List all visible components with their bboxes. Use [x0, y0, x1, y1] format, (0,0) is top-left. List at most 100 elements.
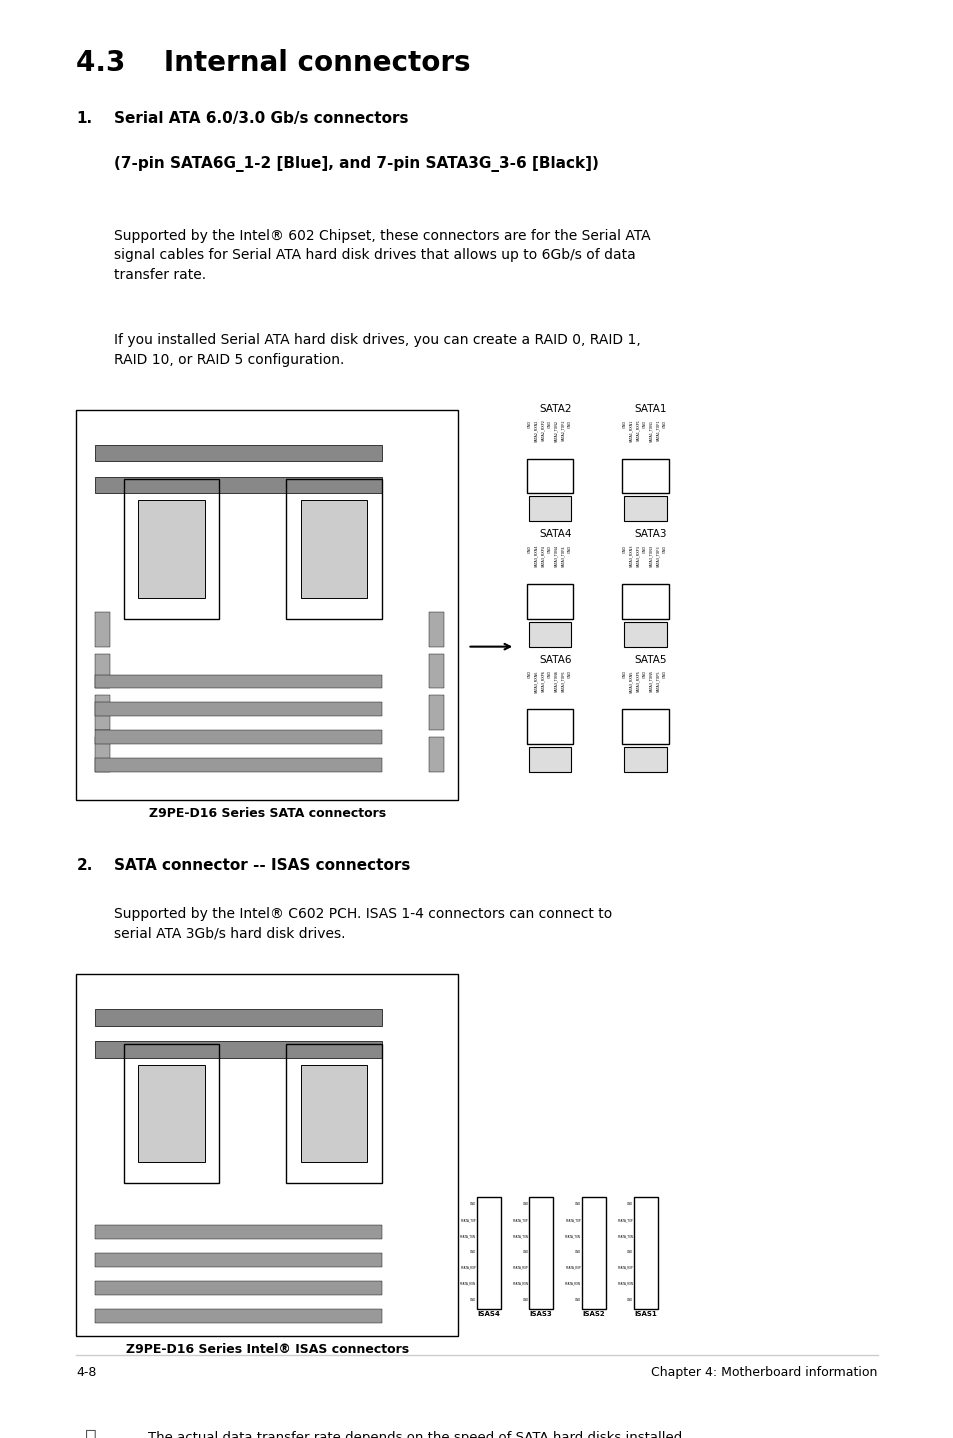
Text: GND: GND	[567, 420, 571, 427]
Text: SATA3_TXN3: SATA3_TXN3	[649, 545, 653, 567]
Text: SATA2_RXN2: SATA2_RXN2	[534, 420, 537, 441]
Text: Serial ATA 6.0/3.0 Gb/s connectors: Serial ATA 6.0/3.0 Gb/s connectors	[114, 112, 409, 127]
Text: GND: GND	[575, 1250, 580, 1254]
Text: 2.: 2.	[76, 858, 92, 873]
Text: 4.3    Internal connectors: 4.3 Internal connectors	[76, 49, 471, 76]
Bar	[528, 621, 571, 647]
Text: GND: GND	[662, 420, 666, 427]
Text: SATA3_TXN4: SATA3_TXN4	[554, 545, 558, 567]
Bar	[526, 584, 573, 618]
Text: SATA3_TXN5: SATA3_TXN5	[649, 670, 653, 693]
Text: ISAS4: ISAS4	[476, 1311, 499, 1317]
Text: ISAS2: ISAS2	[581, 1311, 604, 1317]
Bar	[138, 1064, 205, 1162]
Text: RSATA_TXN: RSATA_TXN	[459, 1234, 476, 1238]
Text: SATA2_TXN2: SATA2_TXN2	[554, 420, 558, 441]
Bar	[623, 496, 666, 521]
Bar	[528, 746, 571, 772]
Text: SATA3_TXP6: SATA3_TXP6	[560, 670, 564, 692]
Text: 1.: 1.	[76, 112, 92, 127]
Text: GND: GND	[547, 545, 551, 554]
Text: SATA connector -- ISAS connectors: SATA connector -- ISAS connectors	[114, 858, 411, 873]
Text: GND: GND	[622, 545, 626, 554]
Bar	[95, 696, 110, 731]
Bar	[286, 479, 381, 618]
Text: SATA3_TXN6: SATA3_TXN6	[554, 670, 558, 693]
Text: SATA1_RXP1: SATA1_RXP1	[636, 420, 639, 441]
Text: RSATA_TXN: RSATA_TXN	[512, 1234, 528, 1238]
Text: SATA6: SATA6	[538, 654, 571, 664]
Bar	[623, 621, 666, 647]
Bar	[286, 1044, 381, 1183]
Bar	[429, 654, 443, 689]
Text: GND: GND	[662, 545, 666, 554]
Text: RSATA_RXN: RSATA_RXN	[512, 1281, 528, 1286]
Bar	[429, 696, 443, 731]
Bar	[95, 611, 110, 647]
Bar	[95, 1009, 381, 1025]
Bar	[95, 1041, 381, 1058]
Text: Chapter 4: Motherboard information: Chapter 4: Motherboard information	[651, 1366, 877, 1379]
Bar	[95, 1225, 381, 1240]
Bar	[95, 674, 381, 689]
Bar	[526, 459, 573, 493]
Text: GND: GND	[575, 1202, 580, 1206]
Bar	[95, 444, 381, 462]
Text: GND: GND	[522, 1297, 528, 1301]
Bar	[95, 476, 381, 493]
Text: ASUS
Z9PE-D16: ASUS Z9PE-D16	[181, 539, 191, 559]
Text: RSATA_RXP: RSATA_RXP	[618, 1265, 633, 1270]
Bar	[95, 654, 110, 689]
Text: SATA1_RXN1: SATA1_RXN1	[629, 420, 633, 441]
Text: GND: GND	[575, 1297, 580, 1301]
Text: GND: GND	[470, 1202, 476, 1206]
Text: ASUS
Z9PE-D16: ASUS Z9PE-D16	[181, 1103, 191, 1123]
Text: SATA1_TXP1: SATA1_TXP1	[656, 420, 659, 441]
Bar	[581, 1196, 605, 1309]
Bar	[124, 1044, 219, 1183]
Bar	[300, 500, 367, 598]
Text: ISAS1: ISAS1	[634, 1311, 657, 1317]
Bar	[621, 459, 668, 493]
Text: Z9PE-D16 Series SATA connectors: Z9PE-D16 Series SATA connectors	[149, 807, 385, 820]
Text: SATA3_TXP4: SATA3_TXP4	[560, 545, 564, 567]
Bar	[95, 1281, 381, 1294]
Text: Supported by the Intel® C602 PCH. ISAS 1-4 connectors can connect to
serial ATA : Supported by the Intel® C602 PCH. ISAS 1…	[114, 907, 612, 940]
Bar	[528, 496, 571, 521]
Bar	[95, 1309, 381, 1323]
Text: RSATA_RXP: RSATA_RXP	[460, 1265, 476, 1270]
Text: SATA3: SATA3	[634, 529, 666, 539]
Text: RSATA_TXP: RSATA_TXP	[460, 1218, 476, 1222]
Text: RSATA_RXN: RSATA_RXN	[617, 1281, 633, 1286]
Bar	[138, 500, 205, 598]
Text: GND: GND	[527, 670, 531, 679]
Text: SATA3_RXP6: SATA3_RXP6	[540, 670, 544, 692]
Text: RSATA_RXN: RSATA_RXN	[564, 1281, 580, 1286]
Text: SATA2: SATA2	[538, 404, 571, 414]
Text: RSATA_RXP: RSATA_RXP	[565, 1265, 580, 1270]
Text: Z9PE-D16 Series Intel® ISAS connectors: Z9PE-D16 Series Intel® ISAS connectors	[126, 1343, 408, 1356]
Text: RSATA_TXP: RSATA_TXP	[513, 1218, 528, 1222]
Text: SATA5: SATA5	[634, 654, 666, 664]
Text: GND: GND	[622, 420, 626, 427]
Text: SATA3_TXP3: SATA3_TXP3	[656, 545, 659, 567]
Bar	[95, 1252, 381, 1267]
Text: SATA3_RXN3: SATA3_RXN3	[629, 545, 633, 568]
Text: ASUS
Z9PE-D16: ASUS Z9PE-D16	[343, 1103, 353, 1123]
Text: GND: GND	[662, 670, 666, 679]
Text: SATA3_RXP5: SATA3_RXP5	[636, 670, 639, 692]
Bar	[429, 611, 443, 647]
Text: SATA2_RXP2: SATA2_RXP2	[540, 420, 544, 441]
Text: Supported by the Intel® 602 Chipset, these connectors are for the Serial ATA
sig: Supported by the Intel® 602 Chipset, the…	[114, 229, 651, 282]
Bar	[124, 479, 219, 618]
Text: 🔧: 🔧	[85, 1428, 96, 1438]
Text: GND: GND	[567, 545, 571, 554]
Text: ISAS3: ISAS3	[529, 1311, 552, 1317]
Text: If you installed Serial ATA hard disk drives, you can create a RAID 0, RAID 1,
R: If you installed Serial ATA hard disk dr…	[114, 334, 640, 367]
Text: The actual data transfer rate depends on the speed of SATA hard disks installed.: The actual data transfer rate depends on…	[148, 1431, 685, 1438]
Text: GND: GND	[547, 670, 551, 679]
Text: GND: GND	[627, 1250, 633, 1254]
Text: SATA3_TXP5: SATA3_TXP5	[656, 670, 659, 692]
Bar	[95, 702, 381, 716]
Bar	[300, 1064, 367, 1162]
